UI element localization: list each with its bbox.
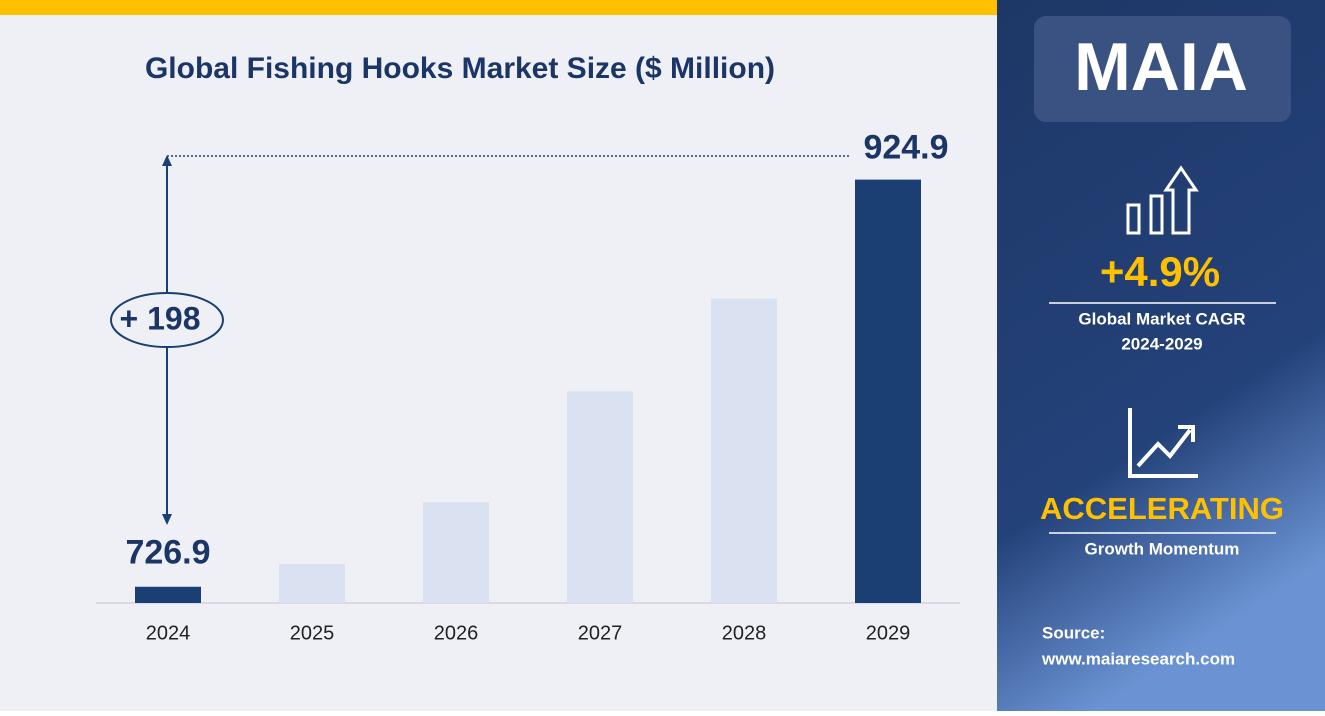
- value-label: 924.9: [863, 129, 948, 167]
- momentum-label: Growth Momentum: [1085, 539, 1240, 558]
- bar: [279, 563, 345, 603]
- source-label: Source:: [1042, 623, 1105, 642]
- top-band: [0, 0, 997, 15]
- cagr-value: +4.9%: [1100, 248, 1220, 295]
- x-tick-label: 2026: [434, 622, 479, 644]
- x-tick-label: 2025: [290, 622, 335, 644]
- bar: [711, 298, 777, 603]
- bar: [423, 502, 489, 603]
- source: www.maiaresearch.com: [1041, 649, 1235, 668]
- cagr-label: Global Market CAGR: [1078, 309, 1245, 328]
- logo-box: [1034, 16, 1291, 122]
- momentum-value: ACCELERATING: [1040, 491, 1284, 526]
- annotation-bubble: [110, 292, 224, 348]
- x-tick-label: 2024: [146, 622, 191, 644]
- value-label: 726.9: [125, 534, 210, 572]
- bar: [135, 586, 201, 603]
- x-tick-label: 2027: [578, 622, 623, 644]
- x-tick-label: 2029: [866, 622, 911, 644]
- annotation: + 198: [120, 300, 201, 336]
- bar: [855, 179, 921, 603]
- bar: [567, 391, 633, 603]
- chart-title: Global Fishing Hooks Market Size ($ Mill…: [145, 52, 775, 85]
- x-tick-label: 2028: [722, 622, 767, 644]
- trend-icon: [1128, 408, 1198, 478]
- bar-icon: [1126, 165, 1199, 235]
- chart-background: [0, 0, 997, 711]
- logo: MAIA: [1074, 29, 1248, 105]
- cagr-period: 2024-2029: [1121, 334, 1202, 353]
